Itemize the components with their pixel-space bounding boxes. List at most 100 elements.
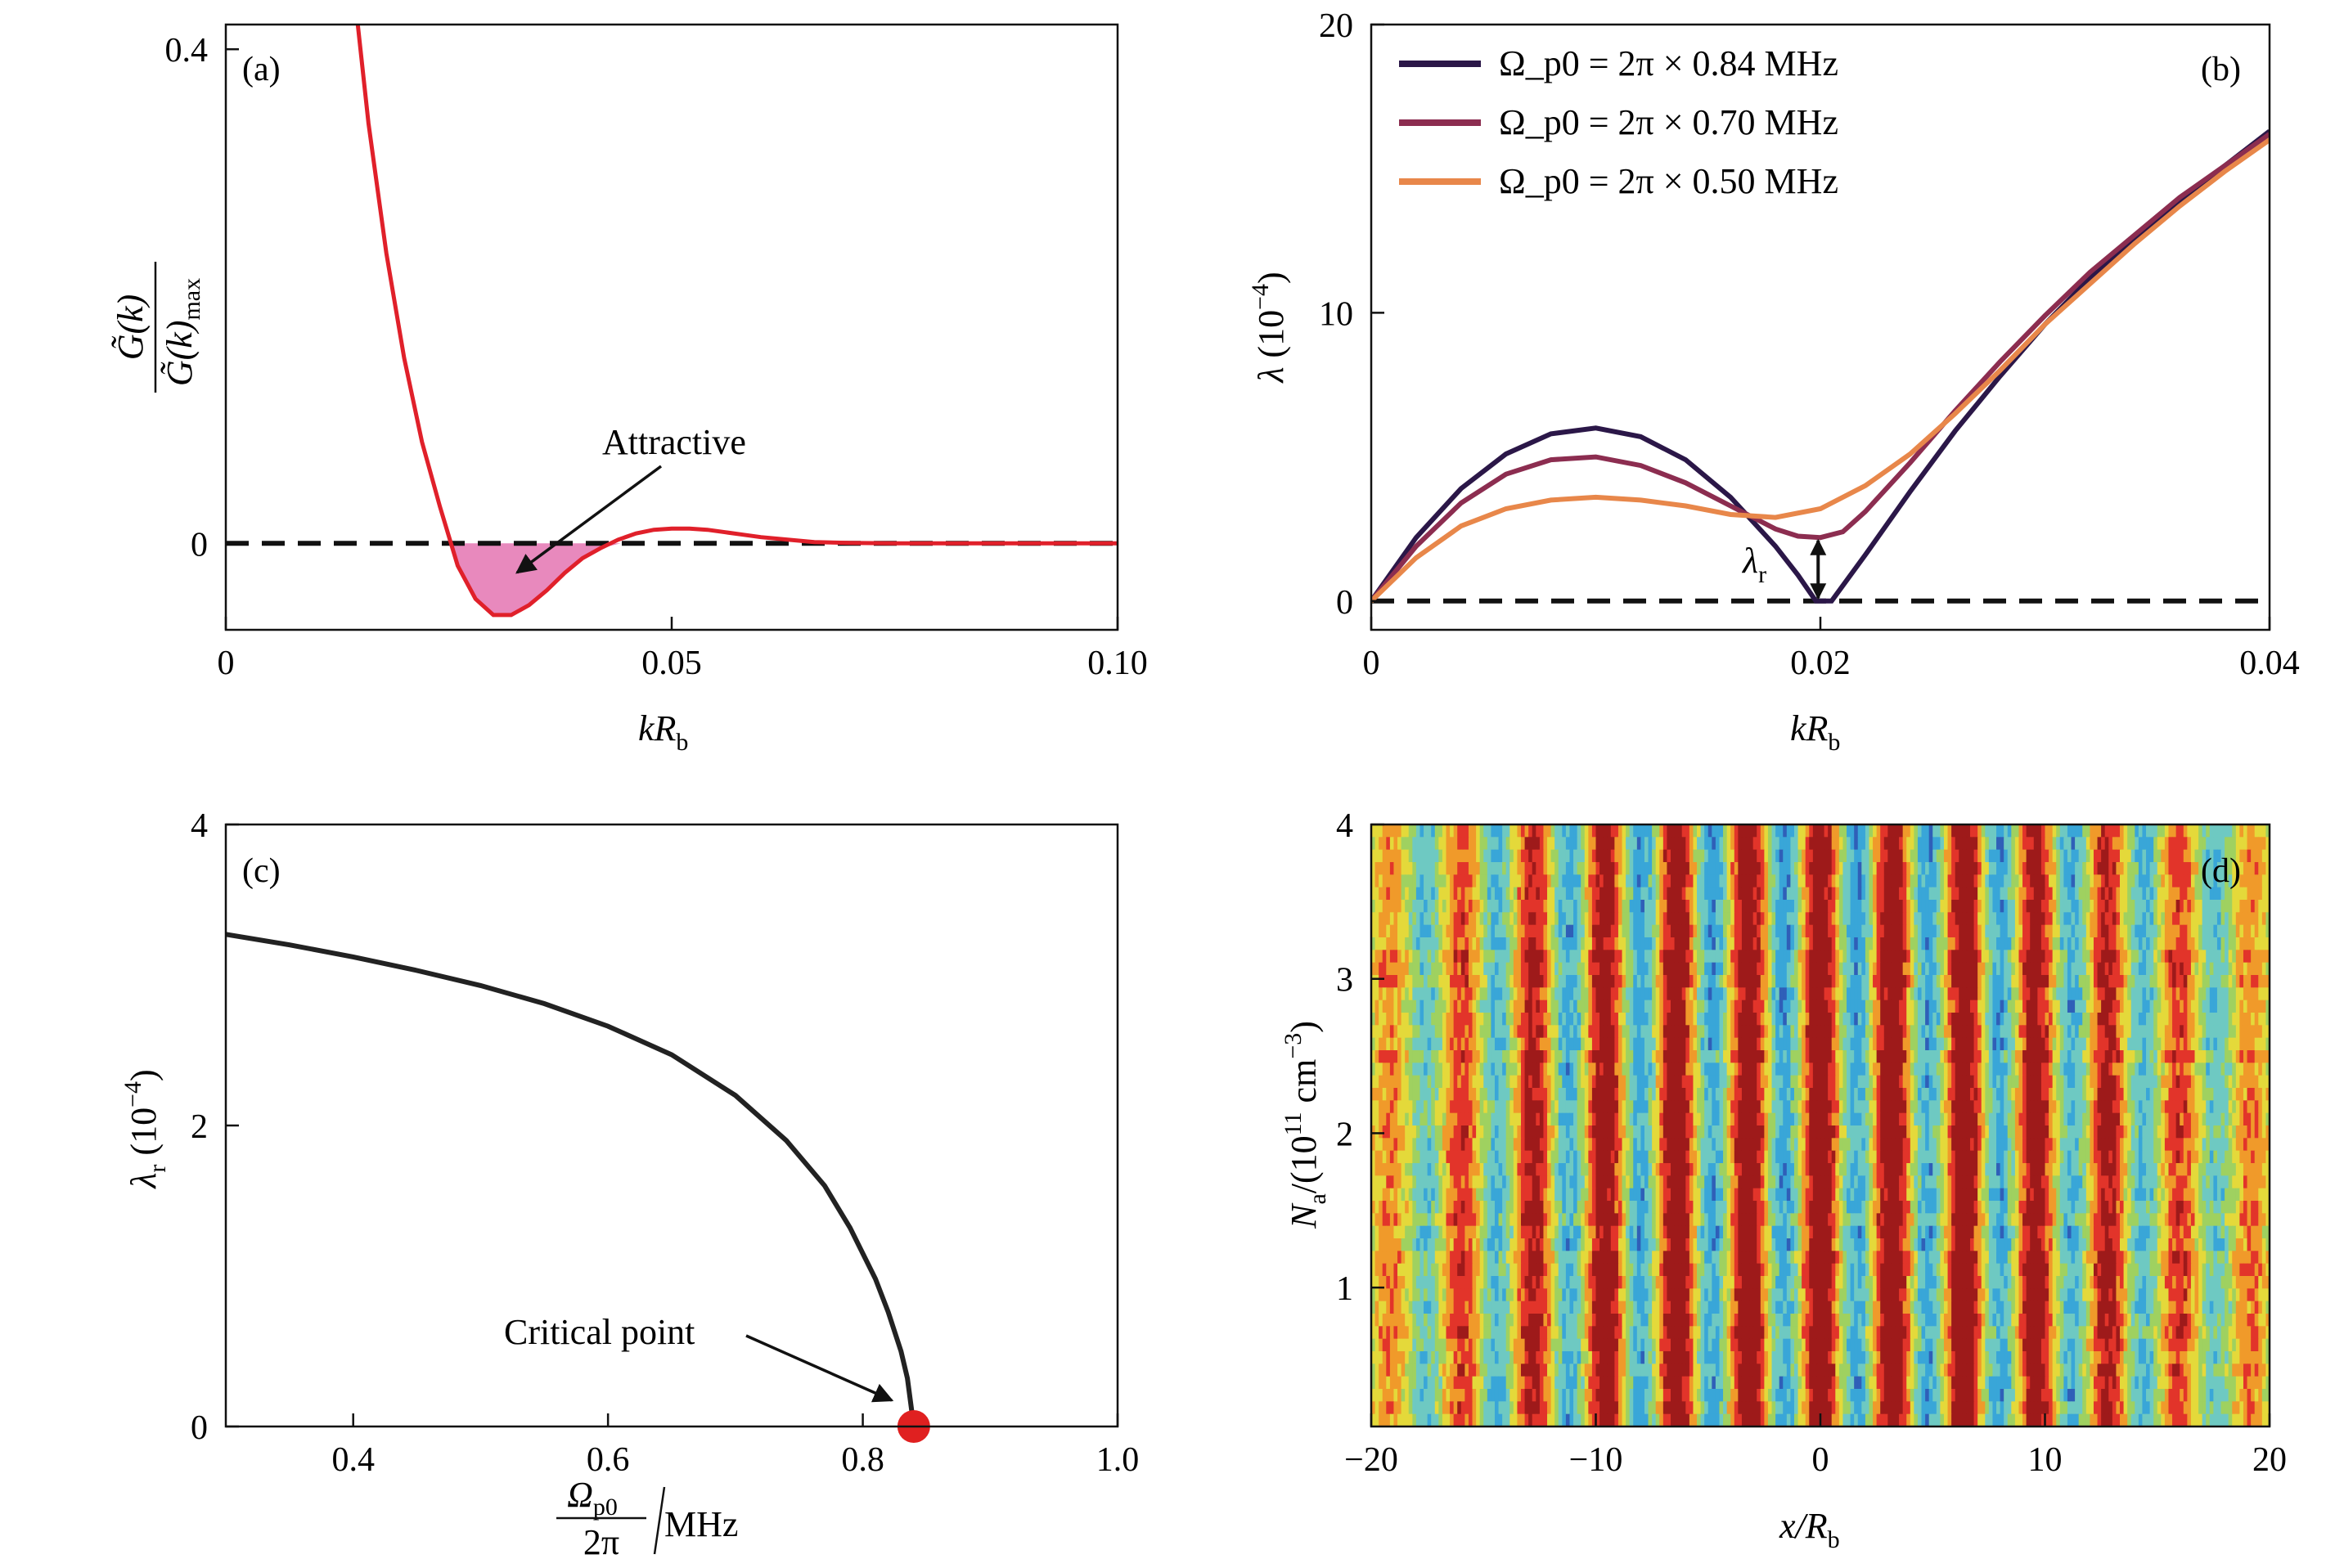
heatmap-cell <box>1697 862 1702 875</box>
heatmap-cell <box>1636 837 1641 851</box>
heatmap-cell <box>1671 1025 1676 1039</box>
heatmap-cell <box>1460 874 1465 888</box>
heatmap-cell <box>1891 824 1896 838</box>
heatmap-cell <box>1517 975 1522 988</box>
heatmap-cell <box>1554 962 1559 976</box>
heatmap-cell <box>2090 937 2094 950</box>
heatmap-cell <box>1491 962 1496 976</box>
heatmap-cell <box>1550 862 1555 875</box>
heatmap-cell <box>1543 924 1548 938</box>
heatmap-cell <box>1693 837 1698 851</box>
heatmap-cell <box>2071 912 2076 926</box>
heatmap-cell <box>2078 950 2083 964</box>
heatmap-cell <box>2258 912 2263 926</box>
heatmap-cell <box>2030 1025 2035 1039</box>
heatmap-cell <box>2033 1050 2038 1063</box>
heatmap-cell <box>2116 900 2121 913</box>
heatmap-cell <box>1595 862 1600 875</box>
heatmap-cell <box>1715 1075 1721 1089</box>
heatmap-cell <box>1940 924 1945 938</box>
heatmap-cell <box>1802 912 1806 926</box>
heatmap-cell <box>1626 924 1631 938</box>
heatmap-cell <box>1895 950 1900 964</box>
heatmap-cell <box>1992 874 1997 888</box>
heatmap-cell <box>1865 962 1870 976</box>
heatmap-cell <box>1610 937 1615 950</box>
heatmap-cell <box>2202 1037 2207 1051</box>
heatmap-cell <box>1581 862 1586 875</box>
heatmap-cell <box>1603 874 1608 888</box>
heatmap-cell <box>1554 1000 1559 1013</box>
heatmap-cell <box>1973 987 1978 1001</box>
heatmap-cell <box>1648 950 1653 964</box>
heatmap-cell <box>1880 849 1885 863</box>
heatmap-cell <box>1491 1025 1496 1039</box>
heatmap-cell <box>1861 849 1866 863</box>
heatmap-cell <box>1539 862 1545 875</box>
heatmap-cell <box>2190 900 2196 913</box>
heatmap-cell <box>1932 900 1937 913</box>
heatmap-cell <box>1588 924 1593 938</box>
heatmap-cell <box>1865 874 1870 888</box>
heatmap-cell <box>2101 912 2106 926</box>
heatmap-cell <box>1550 1037 1555 1051</box>
heatmap-cell <box>2146 975 2151 988</box>
heatmap-cell <box>1689 1013 1694 1026</box>
heatmap-cell <box>1977 937 1982 950</box>
heatmap-cell <box>1626 987 1631 1001</box>
heatmap-cell <box>1603 962 1608 976</box>
heatmap-cell <box>1726 987 1731 1001</box>
heatmap-cell <box>1681 962 1686 976</box>
heatmap-cell <box>1382 887 1387 901</box>
heatmap-cell <box>1996 937 2001 950</box>
heatmap-cell <box>1745 900 1750 913</box>
heatmap-cell <box>1734 912 1739 926</box>
heatmap-cell <box>1835 1050 1840 1063</box>
heatmap-cell <box>1914 1000 1919 1013</box>
heatmap-cell <box>1712 950 1716 964</box>
heatmap-cell <box>2157 862 2162 875</box>
heatmap-cell <box>1667 1013 1671 1026</box>
heatmap-cell <box>1857 962 1862 976</box>
heatmap-cell <box>2085 1063 2090 1076</box>
heatmap-cell <box>2037 837 2042 851</box>
heatmap-cell <box>1730 962 1735 976</box>
heatmap-cell <box>2198 887 2203 901</box>
heatmap-cell <box>2082 1063 2087 1076</box>
heatmap-cell <box>2040 862 2046 875</box>
heatmap-cell <box>1783 837 1788 851</box>
heatmap-cell <box>1835 1013 1840 1026</box>
heatmap-cell <box>1577 1000 1581 1013</box>
heatmap-cell <box>1640 1050 1645 1063</box>
heatmap-cell <box>1539 987 1545 1001</box>
heatmap-cell <box>1899 1013 1904 1026</box>
heatmap-cell <box>1460 924 1465 938</box>
heatmap-cell <box>1674 975 1679 988</box>
heatmap-cell <box>1951 950 1956 964</box>
heatmap-cell <box>1573 912 1578 926</box>
heatmap-cell <box>1415 1000 1421 1013</box>
heatmap-cell <box>1636 1075 1641 1089</box>
heatmap-cell <box>1498 1063 1503 1076</box>
heatmap-cell <box>1374 1050 1379 1063</box>
heatmap-cell <box>1786 975 1791 988</box>
heatmap-cell <box>1415 924 1421 938</box>
heatmap-cell <box>1820 1037 1825 1051</box>
heatmap-cell <box>1379 1063 1383 1076</box>
heatmap-cell <box>1681 987 1686 1001</box>
heatmap-cell <box>1614 900 1619 913</box>
heatmap-cell <box>1584 987 1589 1001</box>
heatmap-cell <box>1610 1063 1615 1076</box>
heatmap-cell <box>1401 1000 1406 1013</box>
heatmap-cell <box>1797 849 1802 863</box>
heatmap-cell <box>1438 937 1443 950</box>
heatmap-cell <box>1565 837 1571 851</box>
heatmap-cell <box>1992 962 1997 976</box>
heatmap-cell <box>1532 1000 1536 1013</box>
heatmap-cell <box>1382 849 1387 863</box>
heatmap-cell <box>1536 1025 1541 1039</box>
heatmap-cell <box>2153 962 2158 976</box>
heatmap-cell <box>1483 975 1488 988</box>
heatmap-cell <box>1887 824 1892 838</box>
heatmap-cell <box>1749 862 1754 875</box>
